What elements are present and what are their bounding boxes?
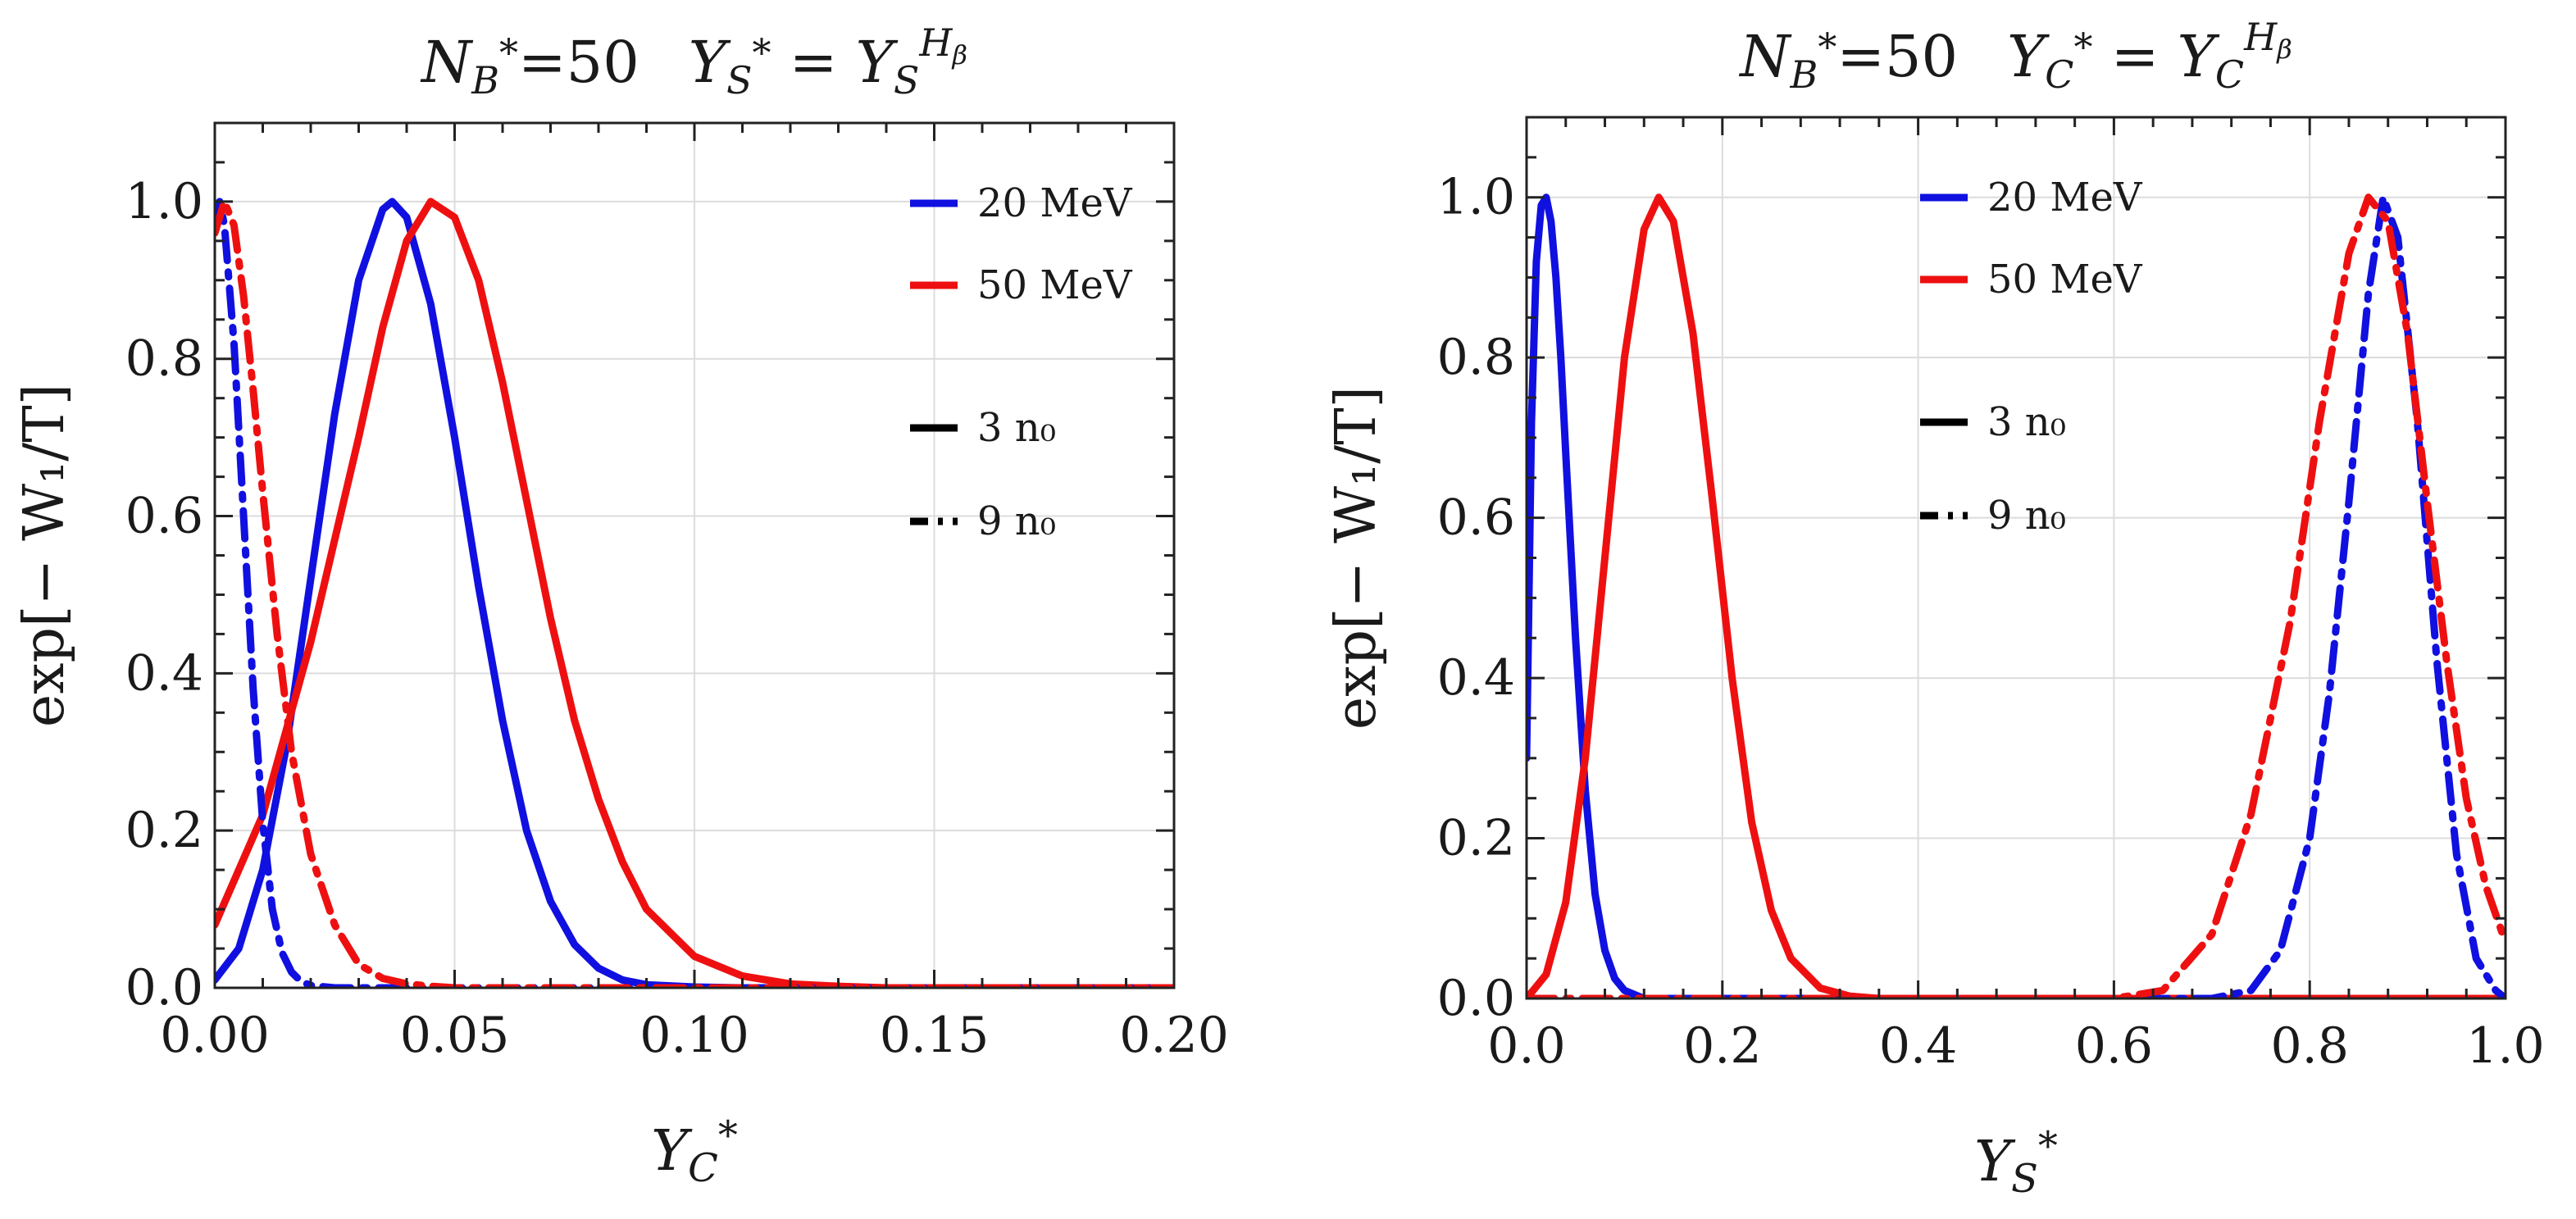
legend-label: 9 n₀	[1987, 493, 2066, 539]
y-tick-label: 0.6	[125, 488, 203, 545]
y-tick-label: 0.2	[1437, 810, 1515, 867]
legend-label: 3 n₀	[977, 405, 1056, 451]
chart-title: NB*=50 YS* = YSHβ	[420, 20, 967, 102]
x-tick-label: 0.00	[160, 1007, 270, 1064]
x-tick-label: 0.2	[1683, 1017, 1761, 1075]
x-tick-label: 0.0	[1487, 1017, 1565, 1075]
y-axis-label: exp[− W₁/T]	[1324, 386, 1389, 730]
tick-marks	[1525, 116, 2507, 1000]
y-tick-label: 0.8	[125, 330, 203, 388]
legend-label: 20 MeV	[1987, 175, 2143, 221]
chart-title: NB*=50 YC* = YCHβ	[1738, 15, 2292, 97]
series-group	[1527, 193, 2505, 998]
x-tick-label: 0.10	[639, 1007, 749, 1064]
x-tick-label: 0.05	[400, 1007, 510, 1064]
plot-frame	[1525, 116, 2507, 1000]
tick-marks	[213, 121, 1176, 989]
series-line-50-mev-3-n-	[1527, 193, 2505, 998]
y-tick-label: 1.0	[1437, 169, 1515, 226]
legend-label: 50 MeV	[1987, 257, 2143, 302]
y-tick-label: 0.4	[125, 644, 203, 702]
y-tick-label: 0.6	[1437, 489, 1515, 547]
series-line-20-mev-9-n-	[215, 198, 1174, 988]
y-axis-label: exp[− W₁/T]	[12, 384, 77, 727]
y-tick-label: 0.0	[125, 959, 203, 1017]
y-tick-label: 0.2	[125, 802, 203, 859]
series-line-20-mev-3-n-	[1527, 193, 2505, 998]
x-tick-label: 1.0	[2466, 1017, 2544, 1075]
legend: 20 MeV 50 MeV 3 n₀ 9 n₀	[1920, 175, 2143, 539]
x-tick-label: 0.15	[880, 1007, 990, 1064]
series-line-20-mev-9-n-	[1527, 193, 2505, 998]
gridlines	[214, 123, 1175, 989]
legend-label: 50 MeV	[977, 262, 1133, 308]
x-tick-label: 0.4	[1879, 1017, 1957, 1075]
legend-label: 3 n₀	[1987, 399, 2066, 445]
legend-label: 9 n₀	[977, 498, 1056, 544]
series-line-20-mev-3-n-	[215, 198, 1174, 988]
gridlines	[1526, 117, 2506, 999]
y-tick-label: 0.8	[1437, 329, 1515, 386]
x-tick-label: 0.8	[2270, 1017, 2348, 1075]
x-tick-label: 0.6	[2075, 1017, 2153, 1075]
y-tick-label: 0.4	[1437, 649, 1515, 707]
x-tick-label: 0.20	[1119, 1007, 1229, 1064]
series-line-50-mev-9-n-	[1527, 193, 2505, 998]
chart-panel-1: 0.00 0.05 0.10 0.15 0.20 0.0 0.2 0.4 0.6 0.8 1.0 NB…	[12, 20, 1229, 1191]
y-tick-label: 0.0	[1437, 970, 1515, 1027]
legend-label: 20 MeV	[977, 180, 1133, 226]
x-axis-label: YS*	[1974, 1123, 2058, 1202]
legend: 20 MeV 50 MeV 3 n₀ 9 n₀	[910, 180, 1133, 544]
chart-panel-2: 0.0 0.2 0.4 0.6 0.8 1.0 0.0 0.2 0.4 0.6 0.8 1.0 NB*=…	[1324, 15, 2545, 1202]
x-axis-label: YC*	[651, 1112, 738, 1191]
y-tick-label: 1.0	[125, 173, 203, 230]
